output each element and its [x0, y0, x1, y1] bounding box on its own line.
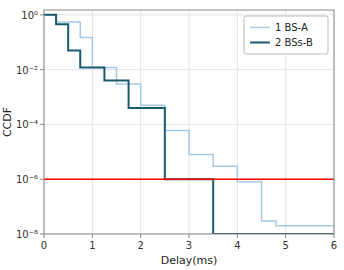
- legend-swatch: [250, 27, 270, 29]
- x-tick-label: 3: [186, 240, 192, 251]
- plot-frame: [44, 10, 334, 234]
- y-grid-line: [44, 69, 334, 70]
- y-axis-label: CCDF: [1, 107, 14, 137]
- y-grid-line: [44, 14, 334, 15]
- legend: 1 BS-A 2 BSs-B: [244, 16, 328, 54]
- grid: [44, 10, 334, 234]
- x-tick: [237, 234, 238, 238]
- y-tick-label: 10⁻⁶: [16, 174, 38, 185]
- y-tick-label: 10⁰: [21, 10, 38, 21]
- x-tick-label: 1: [89, 240, 95, 251]
- x-tick-label: 2: [137, 240, 143, 251]
- x-axis-label: Delay(ms): [161, 254, 218, 267]
- x-tick: [140, 234, 141, 238]
- x-tick: [44, 234, 45, 238]
- axes: 0 1 2 3 4 5 6 10⁻⁸ 10⁻⁶ 10⁻⁴ 10⁻² 10⁰: [16, 10, 337, 251]
- x-grid-line: [140, 10, 141, 234]
- plot-area: [44, 15, 334, 234]
- y-grid-line: [44, 179, 334, 180]
- legend-label: 1 BS-A: [275, 22, 308, 33]
- reference-line: [44, 178, 334, 180]
- x-grid-line: [237, 10, 238, 234]
- x-tick: [92, 234, 93, 238]
- series-line: [44, 15, 334, 234]
- series-line: [44, 15, 334, 226]
- y-tick-label: 10⁻²: [16, 65, 38, 76]
- x-grid-line: [189, 10, 190, 234]
- x-tick-label: 4: [234, 240, 240, 251]
- x-tick: [334, 234, 335, 238]
- legend-swatch: [250, 42, 270, 44]
- y-grid-line: [44, 124, 334, 125]
- x-tick: [285, 234, 286, 238]
- y-tick: [40, 234, 44, 235]
- y-tick-label: 10⁻⁸: [16, 229, 38, 240]
- y-tick: [40, 14, 44, 15]
- y-tick: [40, 69, 44, 70]
- y-tick: [40, 124, 44, 125]
- y-tick-label: 10⁻⁴: [16, 119, 38, 130]
- x-tick-label: 6: [331, 240, 337, 251]
- legend-label: 2 BSs-B: [275, 37, 313, 48]
- x-tick-label: 5: [282, 240, 288, 251]
- legend-box: [244, 16, 328, 54]
- y-tick: [40, 179, 44, 180]
- x-tick-label: 0: [41, 240, 47, 251]
- chart: 0 1 2 3 4 5 6 10⁻⁸ 10⁻⁶ 10⁻⁴ 10⁻² 10⁰ Delay(ms) CCDF 1…: [0, 0, 344, 270]
- x-tick: [189, 234, 190, 238]
